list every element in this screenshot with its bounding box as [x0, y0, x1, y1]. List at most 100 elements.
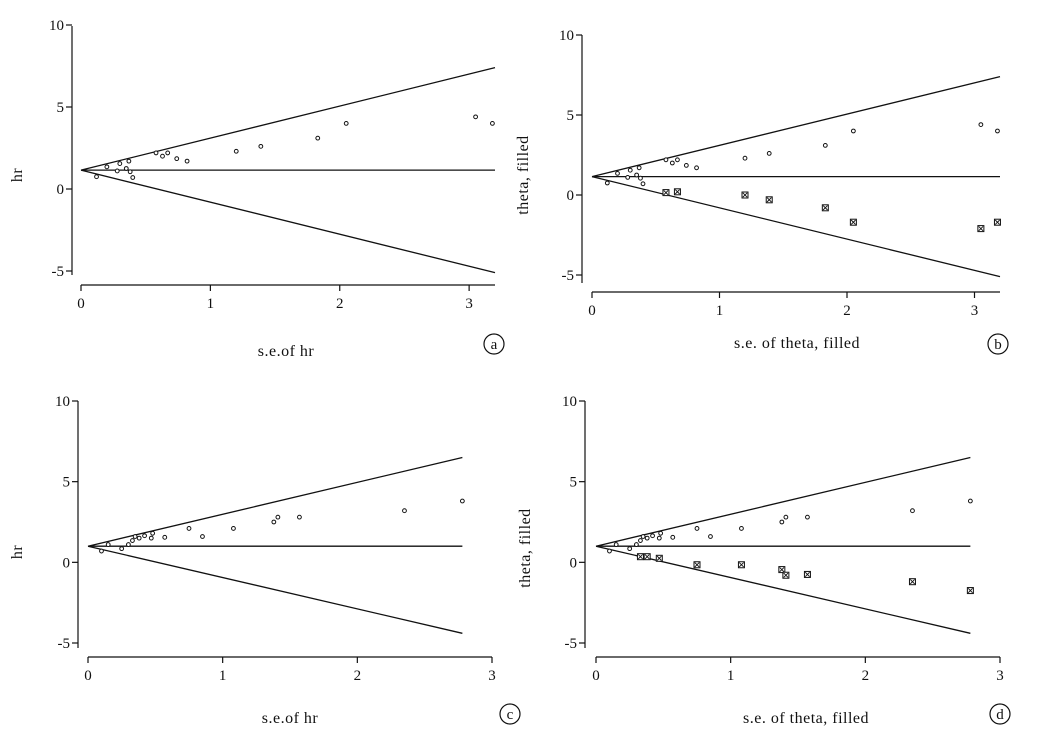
imputed-point-d: [655, 554, 663, 562]
x-tick-label-a: 3: [465, 296, 473, 312]
x-tick-label-c: 2: [354, 668, 362, 684]
ticks-a: -5 0 5 10 0 1 2 3: [49, 18, 473, 312]
panel-label-circle-c: [499, 703, 521, 725]
y-tick-label-a: -5: [52, 264, 65, 280]
x-tick-label-d: 1: [727, 668, 735, 684]
study-point-d: [650, 533, 655, 539]
panel-d: s.e. of theta, filled theta, filled d -5…: [517, 394, 1011, 727]
imputed-point-d: [693, 561, 701, 569]
study-point-b: [615, 171, 620, 176]
study-point-a: [174, 156, 180, 162]
study-point-c: [271, 519, 277, 525]
study-point-b: [766, 151, 772, 156]
study-point-c: [132, 534, 138, 539]
study-point-c: [119, 546, 125, 552]
study-point-d: [613, 542, 619, 547]
study-point-d: [627, 546, 633, 552]
funnel-lower-line-d: [595, 545, 971, 634]
x-tick-label-a: 1: [207, 296, 215, 312]
y-tick-label-d: -5: [565, 636, 578, 652]
x-tick-label-d: 3: [996, 668, 1004, 684]
study-point-a: [153, 150, 159, 156]
study-point-c: [105, 542, 111, 547]
y-axis-title-a: hr: [9, 168, 26, 183]
study-point-b: [694, 165, 699, 171]
y-tick-label-c: 10: [55, 394, 70, 410]
imputed-point-d: [643, 553, 651, 561]
ticks-b: -5 0 5 10 0 1 2 3: [559, 28, 978, 319]
panel-label-b: b: [994, 337, 1002, 353]
panel-label-circle-d: [989, 703, 1011, 725]
funnel-upper-line-d: [595, 456, 971, 547]
x-tick-label-b: 1: [716, 303, 724, 319]
imputed-point-d: [908, 578, 916, 586]
study-point-d: [634, 542, 639, 547]
y-tick-label-d: 5: [570, 475, 578, 491]
study-point-a: [126, 158, 132, 164]
study-point-c: [99, 548, 104, 554]
imputed-point-d: [803, 570, 811, 578]
y-tick-label-b: 10: [559, 28, 574, 44]
study-point-d: [656, 535, 662, 541]
x-tick-label-c: 1: [219, 668, 227, 684]
imputed-point-b: [849, 218, 857, 226]
y-tick-label-c: -5: [58, 636, 71, 652]
imputed-point-b: [765, 196, 773, 204]
ticks-d: -5 0 5 10 0 1 2 3: [562, 394, 1004, 684]
panel-label-a: a: [491, 337, 498, 353]
study-point-d: [694, 526, 700, 531]
study-point-c: [125, 542, 131, 547]
study-point-a: [117, 161, 123, 166]
study-point-d: [708, 534, 713, 539]
funnel-lower-line-a: [80, 169, 496, 274]
study-point-d: [967, 498, 973, 504]
marks-a: [80, 67, 496, 274]
study-point-c: [200, 534, 205, 539]
study-point-a: [127, 169, 133, 175]
study-point-b: [636, 165, 642, 171]
x-tick-label-b: 2: [843, 303, 851, 319]
x-axis-title-c: s.e.of hr: [262, 710, 319, 727]
study-point-a: [233, 148, 239, 154]
imputed-point-b: [673, 188, 681, 196]
x-tick-label-d: 0: [592, 668, 600, 684]
study-point-d: [644, 535, 650, 541]
study-point-c: [231, 526, 236, 531]
study-point-c: [150, 530, 156, 536]
imputed-point-b: [993, 218, 1001, 226]
y-tick-label-b: -5: [562, 268, 575, 284]
x-tick-label-c: 0: [84, 668, 92, 684]
imputed-point-b: [977, 225, 985, 233]
study-point-d: [638, 538, 643, 543]
panel-label-d: d: [996, 707, 1004, 723]
imputed-point-d: [636, 553, 644, 561]
study-point-a: [104, 164, 110, 170]
x-tick-label-b: 3: [971, 303, 979, 319]
study-point-b: [663, 157, 669, 163]
x-axis-title-a: s.e.of hr: [258, 343, 315, 360]
study-point-c: [136, 535, 142, 541]
study-point-b: [604, 180, 610, 186]
study-point-c: [275, 514, 281, 520]
study-point-b: [675, 157, 680, 163]
funnel-lower-line-b: [591, 175, 1001, 278]
study-point-a: [114, 168, 120, 174]
study-point-b: [683, 163, 689, 168]
panel-label-c: c: [507, 707, 514, 723]
study-point-b: [742, 155, 748, 161]
study-point-b: [850, 128, 856, 134]
study-point-b: [822, 143, 828, 148]
study-point-d: [607, 548, 612, 554]
panel-a: s.e.of hr hr a -5 0 5 10 0 1 2 3: [9, 18, 505, 360]
y-tick-label-d: 10: [562, 394, 577, 410]
study-point-d: [670, 534, 676, 540]
ticks-c: -5 0 5 10 0 1 2 3: [55, 394, 496, 684]
study-point-b: [625, 175, 631, 180]
y-tick-label-c: 0: [63, 555, 71, 571]
study-point-b: [995, 128, 1000, 134]
study-point-c: [162, 534, 168, 540]
imputed-point-b: [821, 204, 829, 212]
study-point-c: [148, 535, 154, 541]
y-axis-title-c: hr: [9, 545, 26, 560]
